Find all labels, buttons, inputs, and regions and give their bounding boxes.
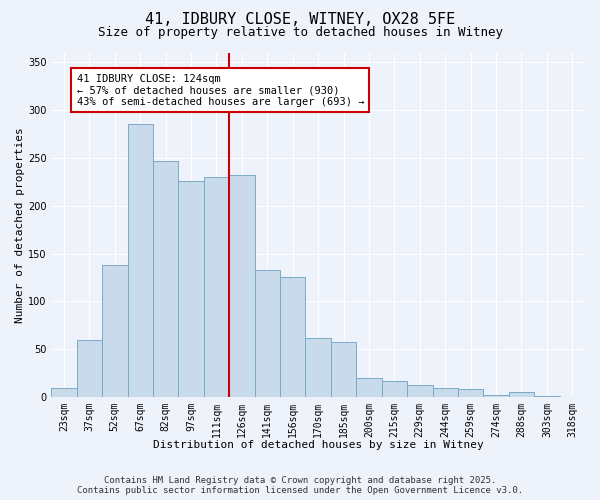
Bar (407, 384, 433, 397)
Bar (484, 395, 509, 397)
Text: Contains HM Land Registry data © Crown copyright and database right 2025.
Contai: Contains HM Land Registry data © Crown c… (77, 476, 523, 495)
Bar (51, 388, 77, 397)
Bar (229, 175, 254, 397)
Bar (356, 378, 382, 397)
Bar (331, 342, 356, 397)
Bar (280, 278, 305, 397)
Bar (382, 381, 407, 397)
Text: 41, IDBURY CLOSE, WITNEY, OX28 5FE: 41, IDBURY CLOSE, WITNEY, OX28 5FE (145, 12, 455, 28)
Text: 41 IDBURY CLOSE: 124sqm
← 57% of detached houses are smaller (930)
43% of semi-d: 41 IDBURY CLOSE: 124sqm ← 57% of detache… (77, 74, 364, 107)
Bar (305, 338, 331, 397)
Bar (178, 181, 204, 397)
Bar (153, 160, 178, 397)
Bar (128, 124, 153, 397)
Bar (534, 396, 560, 397)
Bar (204, 177, 229, 397)
Bar (509, 392, 534, 397)
Bar (433, 388, 458, 397)
X-axis label: Distribution of detached houses by size in Witney: Distribution of detached houses by size … (153, 440, 484, 450)
Y-axis label: Number of detached properties: Number of detached properties (15, 127, 25, 322)
Text: Size of property relative to detached houses in Witney: Size of property relative to detached ho… (97, 26, 503, 39)
Bar (458, 390, 484, 397)
Bar (254, 270, 280, 397)
Bar (102, 265, 128, 397)
Bar (77, 340, 102, 397)
